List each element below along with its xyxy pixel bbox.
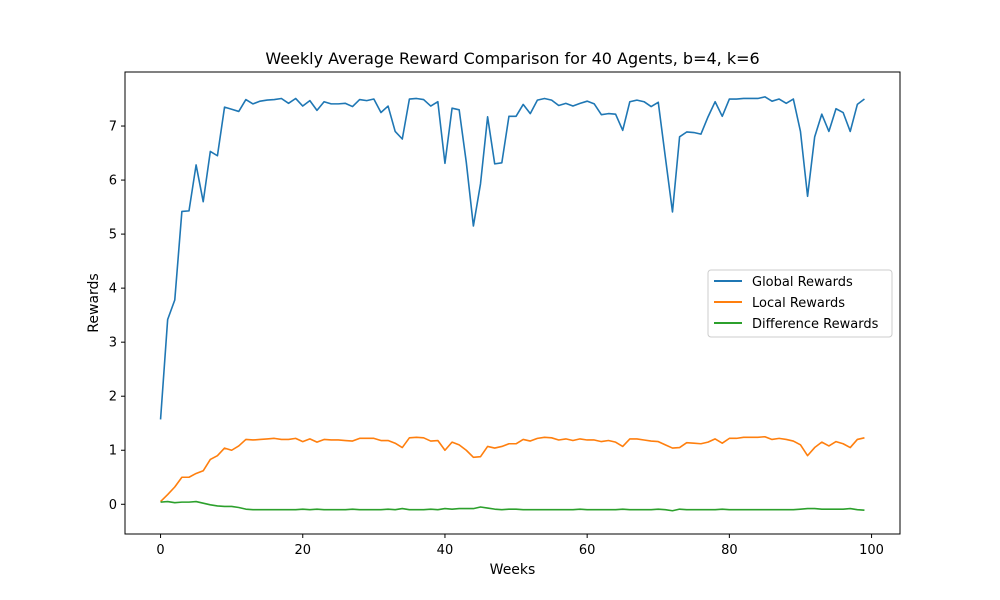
plot-frame <box>124 71 901 535</box>
legend-label-global-rewards: Global Rewards <box>752 275 853 290</box>
y-tick-label: 2 <box>109 390 117 405</box>
y-tick-label: 0 <box>109 498 117 513</box>
y-tick-label: 6 <box>109 174 117 189</box>
y-tick-label: 3 <box>109 336 117 351</box>
y-axis-label: Rewards <box>86 273 102 332</box>
legend-label-difference-rewards: Difference Rewards <box>752 317 879 332</box>
y-tick-label: 5 <box>109 228 117 243</box>
legend: Global Rewards Local Rewards Difference … <box>707 269 893 338</box>
y-tick-label: 1 <box>109 444 117 459</box>
legend-box <box>707 269 893 338</box>
x-tick-label: 0 <box>156 543 164 558</box>
y-tick-label: 4 <box>109 282 117 297</box>
x-tick-label: 60 <box>579 543 596 558</box>
x-axis-ticks: 0 20 40 60 80 100 <box>156 534 884 558</box>
x-tick-label: 20 <box>294 543 311 558</box>
legend-label-local-rewards: Local Rewards <box>752 296 845 311</box>
series-line-global-rewards <box>159 96 865 420</box>
x-axis-label: Weeks <box>490 562 536 578</box>
x-tick-label: 80 <box>721 543 738 558</box>
x-tick-label: 40 <box>437 543 454 558</box>
series-line-difference-rewards <box>160 500 865 512</box>
x-tick-label: 100 <box>859 543 884 558</box>
y-tick-label: 7 <box>109 120 117 135</box>
chart-title: Weekly Average Reward Comparison for 40 … <box>265 49 759 68</box>
series-lines <box>159 96 865 512</box>
y-axis-ticks: 0 1 2 3 4 5 6 7 <box>109 120 125 513</box>
series-line-local-rewards <box>159 435 865 503</box>
